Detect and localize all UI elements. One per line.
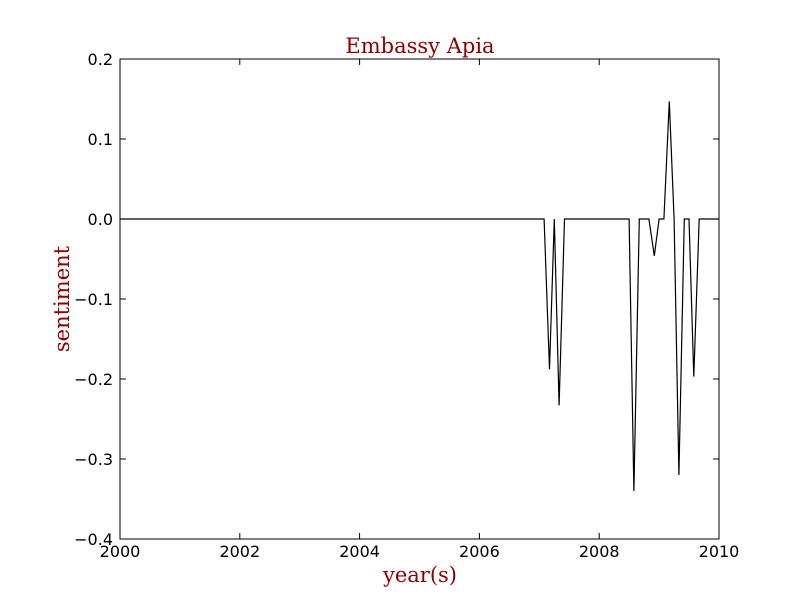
x-tick-label: 2010 (699, 542, 740, 561)
x-tick-label: 2006 (459, 542, 500, 561)
y-tick-label: 0.2 (88, 50, 113, 69)
axis-ticks: 2000 2002 2004 2006 2008 2010 −0.4 −0.3 −0.2 −0.1… (74, 50, 739, 561)
x-tick-label: 2000 (100, 542, 141, 561)
y-tick-label: −0.1 (74, 290, 113, 309)
sentiment-series-line (120, 101, 719, 492)
x-axis-label: year(s) (382, 563, 457, 587)
y-tick-label: 0.1 (88, 130, 113, 149)
y-tick-label: −0.2 (74, 370, 113, 389)
x-tick-label: 2008 (579, 542, 620, 561)
y-tick-label: −0.3 (74, 450, 113, 469)
x-tick-label: 2004 (339, 542, 380, 561)
series-layer (120, 101, 719, 492)
y-axis-label: sentiment (50, 245, 74, 352)
y-tick-label: −0.4 (74, 530, 113, 549)
x-tick-label: 2002 (219, 542, 260, 561)
y-tick-label: 0.0 (88, 210, 113, 229)
chart-title: Embassy Apia (345, 34, 494, 58)
plot-frame (119, 58, 720, 540)
